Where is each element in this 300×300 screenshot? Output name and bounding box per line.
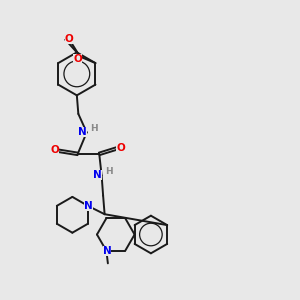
Text: O: O	[65, 34, 74, 44]
Text: O: O	[73, 54, 82, 64]
Text: H: H	[105, 167, 112, 176]
Text: N: N	[78, 127, 87, 137]
Text: N: N	[84, 200, 93, 211]
Text: N: N	[93, 170, 102, 180]
Text: O: O	[116, 143, 125, 153]
Text: N: N	[103, 246, 111, 256]
Text: H: H	[90, 124, 98, 133]
Text: O: O	[51, 145, 59, 155]
